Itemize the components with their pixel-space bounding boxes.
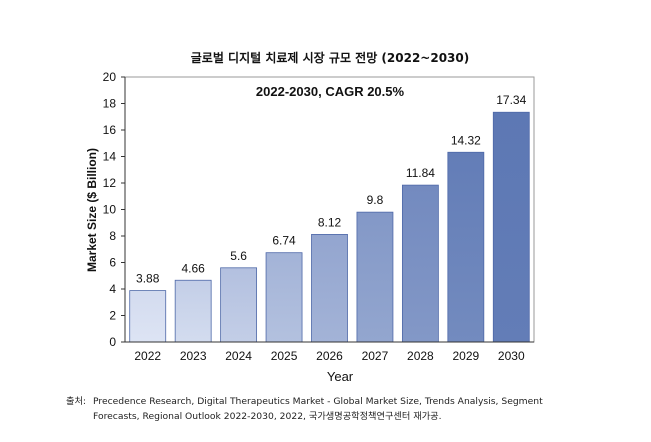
data-label-2026: 8.12 [318, 215, 342, 229]
x-axis-ticks: 2022 2023 2024 2025 2026 2027 2028 2029 2030 [134, 349, 525, 363]
bar-2023 [174, 279, 212, 343]
cagr-annotation: 2022-2030, CAGR 20.5% [256, 84, 405, 99]
bar-2025 [265, 252, 303, 343]
data-labels: 3.88 4.66 5.6 6.74 8.12 9.8 11.84 14.32 17.34 [136, 93, 527, 285]
data-label-2028: 11.84 [406, 166, 435, 180]
y-tick-label: 12 [103, 176, 117, 190]
x-axis-label: Year [327, 369, 354, 384]
y-axis-label: Market Size ($ Billion) [85, 148, 99, 272]
x-tick-label: 2030 [498, 349, 525, 363]
bar-2026 [311, 234, 348, 343]
bar-2024 [220, 267, 258, 343]
source-note: 출처: Precedence Research, Digital Therape… [66, 394, 586, 424]
x-tick-label: 2024 [225, 349, 252, 363]
bar-2022 [129, 290, 167, 343]
data-label-2023: 4.66 [181, 261, 205, 275]
y-tick-label: 4 [109, 282, 116, 296]
bar-2029 [447, 151, 485, 343]
x-tick-label: 2029 [452, 349, 479, 363]
y-tick-label: 16 [103, 123, 117, 137]
chart-title: 글로벌 디지털 치료제 시장 규모 전망 (2022~2030) [191, 50, 470, 65]
bar-2027 [356, 211, 394, 343]
bars [129, 111, 530, 343]
data-label-2030: 17.34 [496, 93, 526, 107]
y-tick-label: 8 [109, 229, 116, 243]
x-tick-label: 2027 [362, 349, 389, 363]
x-tick-label: 2025 [271, 349, 298, 363]
data-label-2022: 3.88 [136, 272, 160, 286]
y-tick-label: 10 [103, 203, 117, 217]
x-tick-label: 2023 [180, 349, 207, 363]
x-tick-label: 2026 [316, 349, 343, 363]
bar-2028 [401, 184, 439, 343]
bar-2030 [492, 111, 530, 343]
y-tick-label: 14 [103, 150, 117, 164]
y-tick-label: 20 [103, 70, 117, 84]
x-tick-label: 2022 [134, 349, 161, 363]
x-tick-label: 2028 [407, 349, 434, 363]
y-tick-label: 18 [103, 97, 117, 111]
y-tick-label: 6 [109, 256, 116, 270]
y-tick-label: 0 [109, 335, 116, 349]
data-label-2027: 9.8 [367, 193, 384, 207]
y-tick-label: 2 [109, 309, 116, 323]
data-label-2024: 5.6 [230, 249, 247, 263]
y-axis-ticks: 0 2 4 6 8 10 12 14 16 18 20 [103, 70, 125, 349]
source-prefix: 출처: [66, 396, 87, 407]
source-text: Precedence Research, Digital Therapeutic… [93, 396, 543, 422]
data-label-2029: 14.32 [451, 133, 481, 147]
data-label-2025: 6.74 [272, 234, 296, 248]
